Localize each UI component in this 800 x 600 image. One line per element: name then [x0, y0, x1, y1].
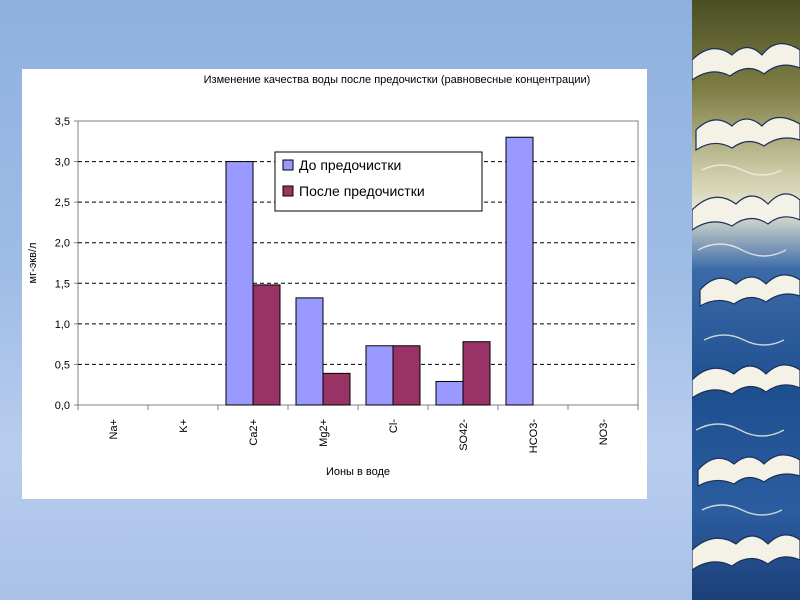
bar	[435, 380, 464, 406]
legend-label: После предочистки	[299, 183, 425, 199]
x-axis-ticks: Na+ K+ Ca2+ Mg2+ Cl- SO42- HCO3- NO3-	[77, 405, 639, 454]
bar	[225, 161, 254, 406]
x-tick-label: HCO3-	[528, 419, 540, 454]
bar	[365, 345, 394, 406]
bar-chart: Изменение качества воды после предочистк…	[27, 74, 639, 478]
y-tick-label: 2,5	[55, 197, 70, 209]
y-tick-label: 3,0	[55, 157, 70, 169]
y-tick-label: 1,0	[55, 319, 70, 331]
chart-title: Изменение качества воды после предочистк…	[204, 74, 591, 86]
bar	[505, 136, 534, 406]
bar-series	[225, 136, 534, 406]
x-axis-title: Ионы в воде	[326, 466, 390, 478]
legend-swatch	[282, 159, 294, 171]
x-tick-label: Cl-	[388, 419, 400, 433]
y-axis-title: мг-экв/л	[27, 243, 39, 284]
y-tick-label: 1,5	[55, 278, 70, 290]
x-tick-label: Mg2+	[318, 419, 330, 447]
bar	[322, 372, 351, 406]
bar	[462, 341, 491, 406]
legend-box	[274, 151, 483, 212]
x-tick-label: Na+	[108, 419, 120, 440]
y-tick-label: 0,5	[55, 359, 70, 371]
chart-panel: Изменение качества воды после предочистк…	[22, 69, 647, 499]
legend-label: До предочистки	[299, 157, 401, 173]
y-tick-label: 2,0	[55, 238, 70, 250]
x-tick-label: Ca2+	[248, 419, 260, 446]
x-tick-label: NO3-	[598, 419, 610, 446]
y-axis-ticks: 0,0 0,5 1,0 1,5 2,0 2,5 3,0 3,5	[55, 116, 78, 412]
x-tick-label: SO42-	[458, 419, 470, 451]
chart-legend: До предочистки После предочистки	[274, 151, 483, 212]
legend-swatch	[282, 185, 294, 197]
y-tick-label: 3,5	[55, 116, 70, 128]
y-tick-label: 0,0	[55, 400, 70, 412]
x-tick-label: K+	[178, 419, 190, 433]
bar	[252, 284, 281, 406]
bar	[295, 297, 324, 406]
great-wave-icon	[692, 0, 800, 600]
bar	[392, 345, 421, 406]
